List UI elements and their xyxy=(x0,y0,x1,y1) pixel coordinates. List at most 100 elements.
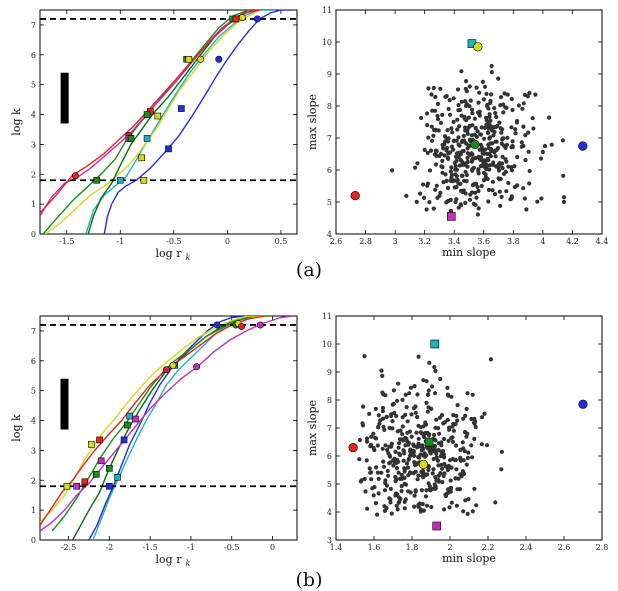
scatter-point xyxy=(466,497,471,502)
scatter-point xyxy=(363,489,368,494)
crossing-marker-green xyxy=(93,176,101,184)
x-tick-label: 0.5 xyxy=(275,237,288,246)
scatter-point xyxy=(493,192,498,197)
y-tick-label: 3 xyxy=(31,140,36,149)
y-tick-label: 2 xyxy=(31,170,36,179)
scatter-point xyxy=(478,132,484,137)
crossing-marker-blue xyxy=(120,436,128,444)
scatter-point xyxy=(486,126,491,131)
y-tick-label: 5 xyxy=(31,387,36,396)
scatter-point xyxy=(475,129,480,134)
crossing-marker-cyan xyxy=(143,135,151,142)
crossing-marker-red xyxy=(162,366,170,374)
crossing-marker-yellow xyxy=(63,482,71,490)
scatter-point xyxy=(470,509,475,514)
scatter-point xyxy=(509,96,514,102)
scatter-point xyxy=(431,449,436,454)
scatter-point xyxy=(448,208,454,213)
scatter-point xyxy=(433,148,438,153)
scatter-point xyxy=(466,450,471,455)
x-tick-label: 2.6 xyxy=(330,237,343,246)
scatter-point xyxy=(399,484,404,489)
scatter-point xyxy=(432,482,437,487)
highlight-point-blue xyxy=(578,399,588,409)
scatter-point xyxy=(364,436,370,441)
y-tick-label: 4 xyxy=(327,508,332,517)
crossing-marker-red xyxy=(96,436,103,444)
scatter-point xyxy=(419,448,424,453)
scatter-point xyxy=(433,128,438,133)
series-line-magenta xyxy=(40,316,293,532)
scatter-point xyxy=(482,411,487,416)
scatter-point xyxy=(381,392,386,397)
scatter-point xyxy=(390,168,395,173)
scatter-point xyxy=(490,179,495,184)
scatter-point xyxy=(479,415,485,420)
scatter-point xyxy=(454,158,459,163)
scatter-point xyxy=(448,169,453,174)
scatter-point xyxy=(400,397,405,402)
scatter-point xyxy=(455,177,460,183)
highlight-point-red xyxy=(350,191,360,201)
y-tick-label: 7 xyxy=(31,21,36,30)
scatter-point xyxy=(485,176,490,182)
scatter-point xyxy=(470,111,475,116)
scatter-point xyxy=(400,415,405,420)
scatter-point xyxy=(440,466,445,471)
scatter-point xyxy=(470,455,475,460)
scatter-point xyxy=(438,120,443,125)
scatter-point xyxy=(394,477,399,482)
scatter-point xyxy=(510,139,515,144)
scatter-point xyxy=(433,475,438,480)
scatter-point xyxy=(400,438,406,443)
scatter-point xyxy=(372,447,377,453)
scatter-point xyxy=(449,126,454,131)
scatter-point xyxy=(395,507,400,512)
scatter-point xyxy=(509,196,514,201)
scatter-point xyxy=(419,488,424,493)
scatter-point xyxy=(458,472,463,477)
scatter-point xyxy=(500,161,505,166)
scatter-point xyxy=(476,206,481,211)
scatter-point xyxy=(464,462,469,467)
x-tick-label: 4 xyxy=(540,237,545,246)
x-tick-label: 2 xyxy=(447,543,452,552)
scatter-point xyxy=(497,120,502,125)
scatter-point xyxy=(445,417,450,423)
scatter-point xyxy=(380,405,386,411)
scatter-point xyxy=(386,473,391,478)
scatter-point xyxy=(412,453,417,458)
scatter-point xyxy=(389,441,394,446)
x-axis-label: log r xyxy=(156,553,183,566)
scatter-point xyxy=(465,131,470,136)
scatter-point xyxy=(360,421,365,426)
scatter-point xyxy=(500,154,505,159)
scatter-point xyxy=(407,429,412,434)
scatter-point xyxy=(438,190,443,195)
scatter-point xyxy=(464,79,469,84)
scatter-point xyxy=(405,465,411,470)
crossing-marker-yellow xyxy=(169,361,177,369)
scatter-point xyxy=(469,443,474,448)
scatter-point xyxy=(462,449,467,454)
scatter-point xyxy=(493,110,498,116)
scatter-point xyxy=(474,181,479,186)
scatter-point xyxy=(461,509,466,514)
scatter-point xyxy=(464,406,469,411)
scatter-point xyxy=(472,416,477,421)
scatter-point xyxy=(442,153,447,158)
x-tick-label: 0 xyxy=(225,237,230,246)
scatter-point xyxy=(413,488,418,493)
scatter-cloud xyxy=(390,63,567,217)
scatter-point xyxy=(448,478,453,483)
scatter-point xyxy=(449,435,454,441)
scatter-point xyxy=(445,466,450,471)
scatter-point xyxy=(505,92,510,97)
scatter-point xyxy=(430,384,435,389)
scatter-point xyxy=(436,473,441,478)
scatter-point xyxy=(411,450,416,455)
scatter-point xyxy=(451,138,456,143)
scatter-point xyxy=(443,94,448,99)
scatter-point xyxy=(426,405,431,410)
